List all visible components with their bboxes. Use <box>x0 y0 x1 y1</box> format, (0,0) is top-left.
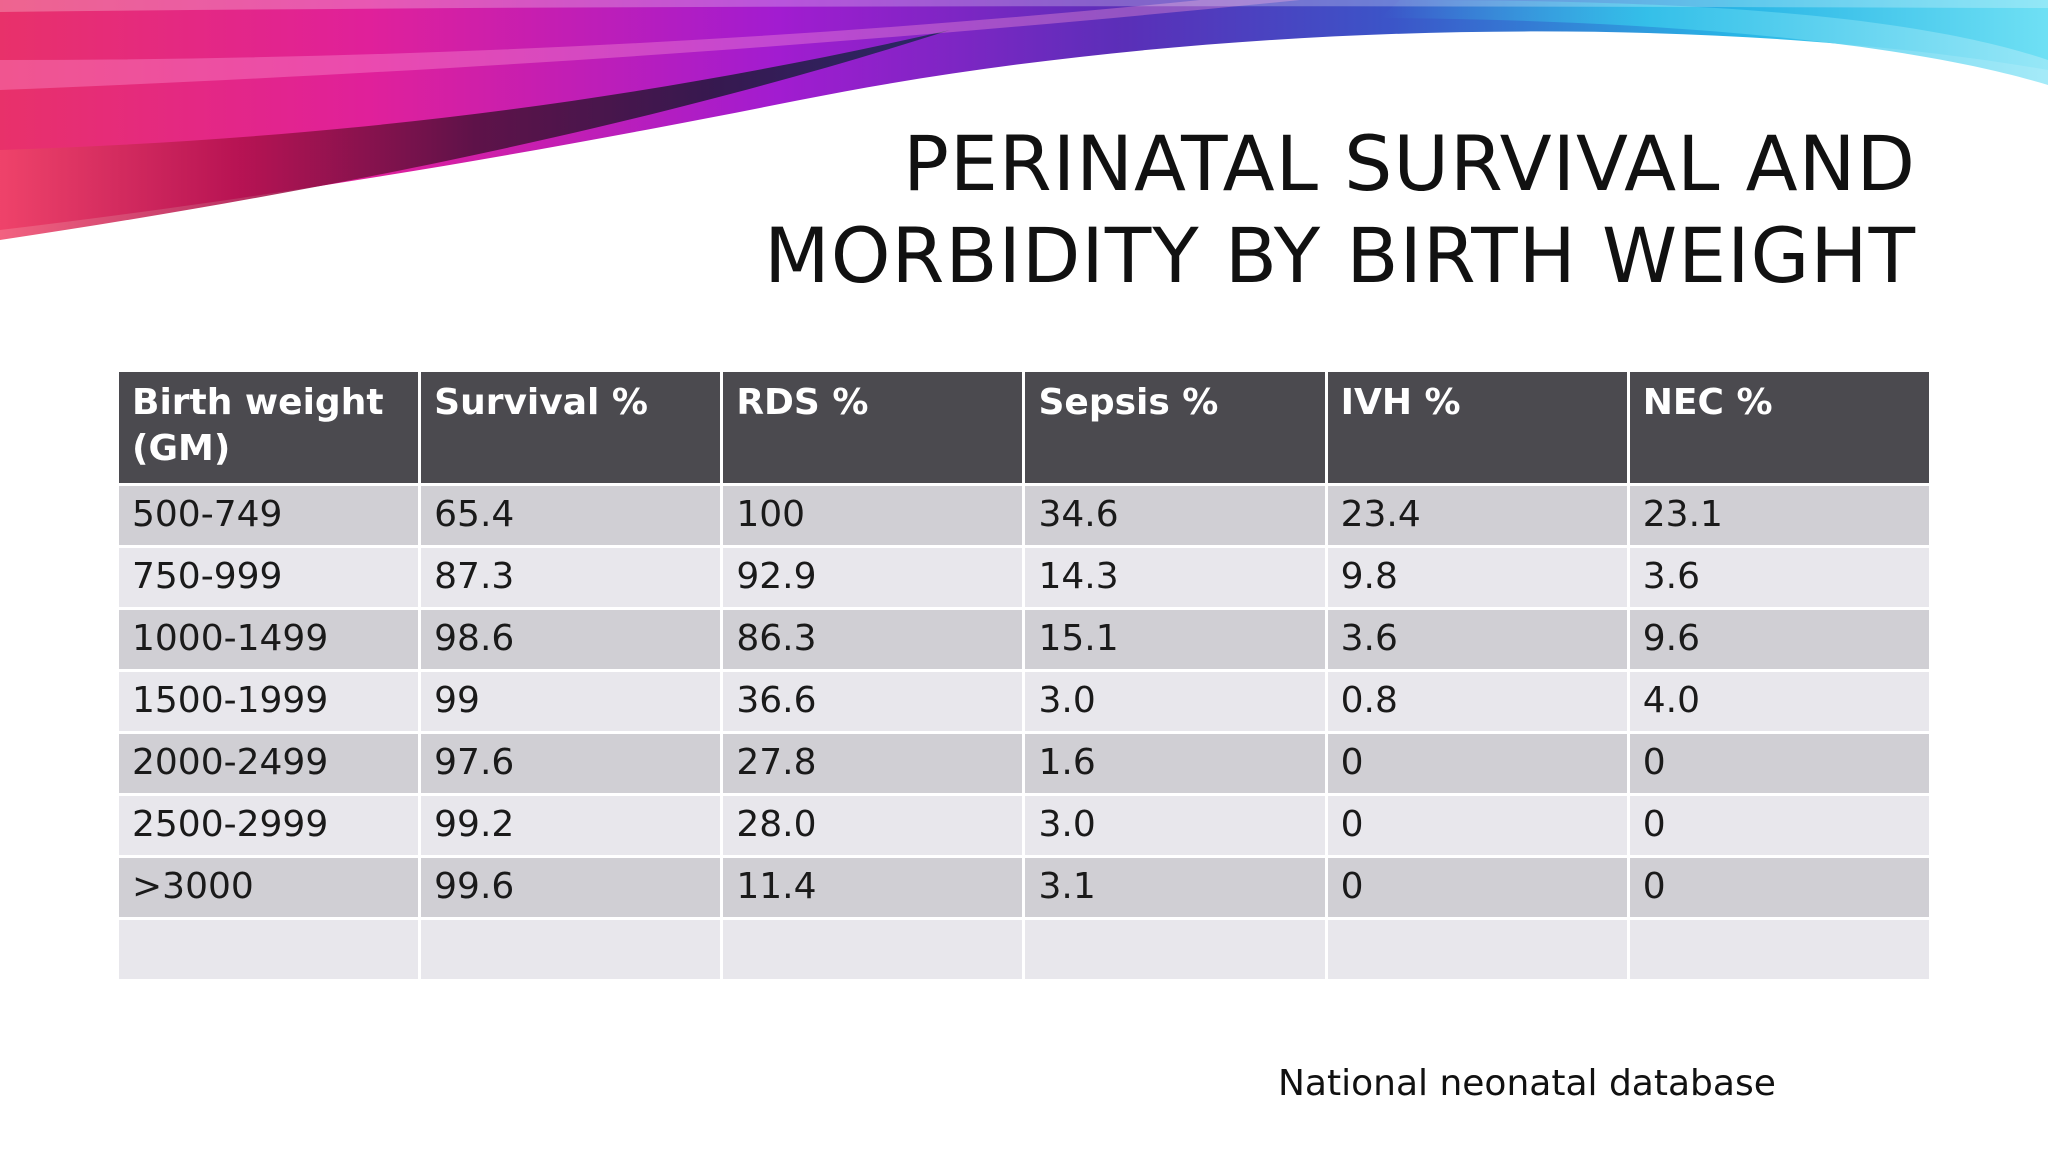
table-cell: 9.8 <box>1324 545 1630 610</box>
table-row: 750-999 87.3 92.9 14.3 9.8 3.6 <box>115 545 1933 610</box>
table-cell: 97.6 <box>418 731 724 796</box>
table-cell: 1000-1499 <box>115 607 422 672</box>
table-cell: 0 <box>1324 855 1630 920</box>
table-cell <box>115 917 422 982</box>
slide-title: PERINATAL SURVIVAL AND MORBIDITY BY BIRT… <box>516 118 1916 302</box>
table-cell: 15.1 <box>1022 607 1328 672</box>
table-cell: 0.8 <box>1324 669 1630 734</box>
table-row: 1000-1499 98.6 86.3 15.1 3.6 9.6 <box>115 607 1933 672</box>
header-rds: RDS % <box>720 369 1026 486</box>
title-line-2: MORBIDITY BY BIRTH WEIGHT <box>764 211 1916 300</box>
table-cell: 3.1 <box>1022 855 1328 920</box>
table-row: 1500-1999 99 36.6 3.0 0.8 4.0 <box>115 669 1933 734</box>
table-cell: 100 <box>720 483 1026 548</box>
table-cell: 9.6 <box>1626 607 1933 672</box>
title-line-1: PERINATAL SURVIVAL AND <box>903 119 1916 208</box>
table-cell: 92.9 <box>720 545 1026 610</box>
table-cell: 0 <box>1324 731 1630 796</box>
table-cell: 28.0 <box>720 793 1026 858</box>
table-row-empty <box>115 917 1933 982</box>
table-cell: 14.3 <box>1022 545 1328 610</box>
table-cell: 34.6 <box>1022 483 1328 548</box>
table-cell: 0 <box>1626 793 1933 858</box>
header-nec: NEC % <box>1626 369 1933 486</box>
table-cell: 99.6 <box>418 855 724 920</box>
table-cell: >3000 <box>115 855 422 920</box>
header-ivh: IVH % <box>1324 369 1630 486</box>
table-cell <box>1022 917 1328 982</box>
table-cell: 27.8 <box>720 731 1026 796</box>
table-cell <box>1626 917 1933 982</box>
birth-weight-table: Birth weight (GM) Survival % RDS % Sepsis… <box>115 369 1933 982</box>
table-cell: 750-999 <box>115 545 422 610</box>
table-cell: 2000-2499 <box>115 731 422 796</box>
decorative-swoosh <box>0 0 2048 240</box>
table-row: 500-749 65.4 100 34.6 23.4 23.1 <box>115 483 1933 548</box>
table-cell: 98.6 <box>418 607 724 672</box>
table-cell: 0 <box>1324 793 1630 858</box>
table-row: 2500-2999 99.2 28.0 3.0 0 0 <box>115 793 1933 858</box>
table-cell: 3.0 <box>1022 669 1328 734</box>
source-note: National neonatal database <box>1278 1063 1776 1104</box>
table-cell: 3.0 <box>1022 793 1328 858</box>
table-row: 2000-2499 97.6 27.8 1.6 0 0 <box>115 731 1933 796</box>
table-cell: 11.4 <box>720 855 1026 920</box>
header-birth-weight-line-2: (GM) <box>132 428 231 469</box>
table-cell: 0 <box>1626 855 1933 920</box>
table-cell: 3.6 <box>1626 545 1933 610</box>
table-cell <box>720 917 1026 982</box>
table-row: >3000 99.6 11.4 3.1 0 0 <box>115 855 1933 920</box>
table-cell: 65.4 <box>418 483 724 548</box>
table-cell <box>418 917 724 982</box>
table-cell: 99 <box>418 669 724 734</box>
table-cell <box>1324 917 1630 982</box>
table-cell: 99.2 <box>418 793 724 858</box>
table-cell: 87.3 <box>418 545 724 610</box>
table-cell: 0 <box>1626 731 1933 796</box>
header-birth-weight-line-1: Birth weight <box>132 382 384 423</box>
table-cell: 23.4 <box>1324 483 1630 548</box>
table-cell: 1.6 <box>1022 731 1328 796</box>
table-cell: 3.6 <box>1324 607 1630 672</box>
table-cell: 4.0 <box>1626 669 1933 734</box>
header-survival: Survival % <box>418 369 724 486</box>
table-cell: 86.3 <box>720 607 1026 672</box>
header-birth-weight: Birth weight (GM) <box>115 369 422 486</box>
table-cell: 36.6 <box>720 669 1026 734</box>
table-cell: 23.1 <box>1626 483 1933 548</box>
table-header-row: Birth weight (GM) Survival % RDS % Sepsis… <box>115 369 1933 486</box>
table-cell: 500-749 <box>115 483 422 548</box>
table-cell: 2500-2999 <box>115 793 422 858</box>
header-sepsis: Sepsis % <box>1022 369 1328 486</box>
table-cell: 1500-1999 <box>115 669 422 734</box>
